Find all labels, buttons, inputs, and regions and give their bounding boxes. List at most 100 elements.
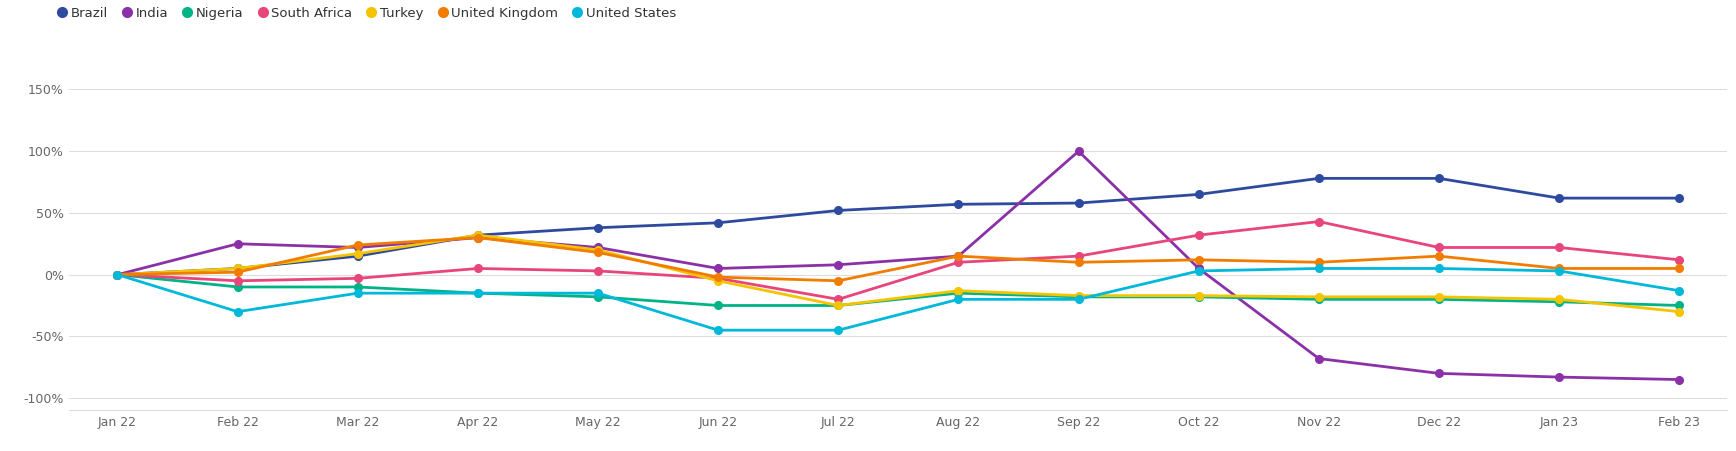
South Africa	[1668, 257, 1689, 262]
South Africa	[1549, 245, 1569, 250]
India	[1668, 377, 1689, 382]
Nigeria	[1668, 303, 1689, 308]
Nigeria	[708, 303, 729, 308]
United States	[587, 290, 608, 296]
United Kingdom	[227, 269, 248, 275]
Brazil	[708, 220, 729, 226]
India	[108, 272, 128, 277]
Turkey	[1429, 294, 1450, 299]
Nigeria	[1549, 299, 1569, 304]
Brazil	[1189, 192, 1210, 197]
Turkey	[227, 266, 248, 271]
Turkey	[1309, 294, 1330, 299]
Turkey	[1549, 297, 1569, 302]
United States	[347, 290, 368, 296]
Brazil	[1068, 200, 1088, 206]
Nigeria	[1189, 294, 1210, 299]
South Africa	[587, 268, 608, 274]
United States	[227, 309, 248, 314]
Line: Turkey: Turkey	[113, 231, 1684, 316]
Line: Brazil: Brazil	[113, 175, 1684, 278]
Brazil	[347, 253, 368, 259]
United States	[828, 327, 849, 333]
Nigeria	[1068, 294, 1088, 299]
United Kingdom	[1549, 266, 1569, 271]
Nigeria	[948, 290, 969, 296]
Line: India: India	[113, 147, 1684, 383]
Brazil	[108, 272, 128, 277]
Nigeria	[1429, 297, 1450, 302]
Turkey	[467, 232, 488, 238]
South Africa	[1189, 232, 1210, 238]
United Kingdom	[1309, 260, 1330, 265]
Turkey	[828, 303, 849, 308]
India	[708, 266, 729, 271]
United States	[1549, 268, 1569, 274]
Nigeria	[587, 294, 608, 299]
United Kingdom	[1068, 260, 1088, 265]
United States	[1309, 266, 1330, 271]
Nigeria	[467, 290, 488, 296]
Brazil	[948, 202, 969, 207]
South Africa	[347, 276, 368, 281]
United Kingdom	[1189, 257, 1210, 262]
India	[828, 262, 849, 267]
Brazil	[1668, 195, 1689, 201]
Nigeria	[227, 284, 248, 290]
Brazil	[1549, 195, 1569, 201]
South Africa	[1309, 219, 1330, 224]
Nigeria	[108, 272, 128, 277]
United Kingdom	[347, 242, 368, 248]
United Kingdom	[828, 278, 849, 284]
United Kingdom	[587, 250, 608, 255]
United Kingdom	[1429, 253, 1450, 259]
South Africa	[708, 276, 729, 281]
Brazil	[587, 225, 608, 230]
Nigeria	[1309, 297, 1330, 302]
Line: United Kingdom: United Kingdom	[113, 234, 1684, 285]
United Kingdom	[1668, 266, 1689, 271]
Brazil	[1309, 175, 1330, 181]
United States	[948, 297, 969, 302]
United States	[467, 290, 488, 296]
India	[1549, 374, 1569, 380]
United Kingdom	[108, 272, 128, 277]
Brazil	[1429, 175, 1450, 181]
Turkey	[708, 278, 729, 284]
India	[1429, 371, 1450, 376]
Turkey	[1189, 293, 1210, 298]
United States	[708, 327, 729, 333]
United Kingdom	[708, 274, 729, 280]
United States	[1068, 297, 1088, 302]
South Africa	[467, 266, 488, 271]
Line: Nigeria: Nigeria	[113, 271, 1684, 309]
Turkey	[1668, 309, 1689, 314]
Legend: Brazil, India, Nigeria, South Africa, Turkey, United Kingdom, United States: Brazil, India, Nigeria, South Africa, Tu…	[59, 7, 677, 19]
United States	[1189, 268, 1210, 274]
India	[948, 253, 969, 259]
India	[467, 235, 488, 240]
South Africa	[1429, 245, 1450, 250]
South Africa	[828, 297, 849, 302]
Turkey	[1068, 293, 1088, 298]
United Kingdom	[467, 235, 488, 240]
India	[1068, 148, 1088, 154]
Brazil	[227, 266, 248, 271]
India	[227, 241, 248, 247]
South Africa	[227, 278, 248, 284]
India	[347, 245, 368, 250]
Nigeria	[347, 284, 368, 290]
South Africa	[108, 272, 128, 277]
Turkey	[948, 288, 969, 294]
United States	[1668, 288, 1689, 294]
India	[1189, 266, 1210, 271]
Brazil	[828, 208, 849, 213]
Line: United States: United States	[113, 265, 1684, 334]
United Kingdom	[948, 253, 969, 259]
Turkey	[347, 251, 368, 256]
India	[587, 245, 608, 250]
India	[1309, 356, 1330, 361]
United States	[108, 272, 128, 277]
United States	[1429, 266, 1450, 271]
South Africa	[948, 260, 969, 265]
